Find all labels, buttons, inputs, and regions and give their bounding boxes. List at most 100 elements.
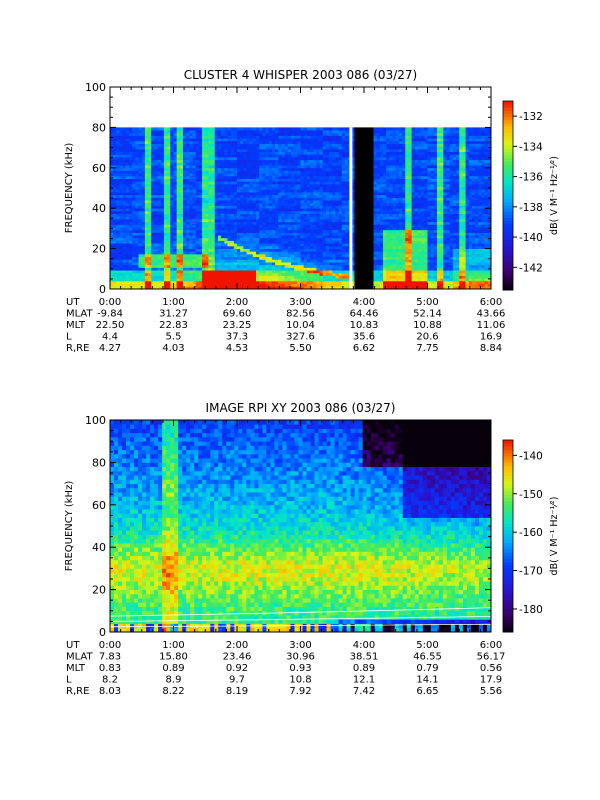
spectrogram-cell	[262, 189, 266, 193]
spectrogram-cell	[125, 162, 130, 166]
spectrogram-cell	[256, 251, 260, 255]
spectrogram-cell	[138, 237, 143, 241]
spectrogram-cell	[341, 283, 346, 287]
spectrogram-cell	[224, 251, 228, 255]
spectrogram-cell	[233, 227, 238, 231]
spectrogram-cell	[186, 135, 190, 139]
spectrogram-cell	[189, 170, 193, 174]
spectrogram-cell	[297, 200, 301, 204]
spectrogram-cell	[252, 157, 257, 161]
spectrogram-cell	[313, 197, 317, 201]
spectrogram-cell	[125, 192, 130, 196]
spectrogram-cell	[357, 286, 362, 290]
spectrogram-cell	[303, 170, 308, 174]
spectrogram-cell	[233, 270, 238, 274]
spectrogram-cell	[351, 235, 355, 239]
spectrogram-cell	[132, 227, 136, 231]
spectrogram-cell	[189, 245, 193, 249]
spectrogram-cell	[338, 208, 343, 212]
spectrogram-cell	[154, 140, 159, 144]
spectrogram-cell	[268, 143, 273, 147]
spectrogram-cell	[173, 165, 178, 169]
spectrogram-cell	[246, 165, 251, 169]
spectrogram-cell	[186, 245, 190, 249]
spectrogram-cell	[125, 186, 130, 190]
spectrogram-cell	[360, 192, 365, 196]
spectrogram-cell	[306, 280, 311, 285]
spectrogram-cell	[176, 245, 181, 249]
spectrogram-cell	[303, 140, 308, 144]
spectrogram-cell	[110, 154, 114, 158]
spectrogram-cell	[351, 240, 355, 244]
spectrogram-cell	[170, 138, 174, 142]
spectrogram-cell	[135, 248, 139, 252]
spectrogram-cell	[122, 218, 127, 223]
spectrogram-cell	[217, 224, 222, 228]
spectrogram-cell	[364, 135, 368, 139]
spectrogram-cell	[179, 240, 184, 244]
spectrogram-cell	[192, 259, 197, 263]
spectrogram-cell	[351, 251, 355, 255]
spectrogram-cell	[284, 200, 289, 204]
spectrogram-cell	[227, 178, 232, 182]
spectrogram-cell	[240, 183, 244, 188]
spectrogram-cell	[354, 286, 359, 290]
spectrogram-cell	[284, 262, 289, 266]
spectrogram-cell	[198, 218, 203, 223]
spectrogram-cell	[364, 259, 368, 263]
spectrogram-cell	[316, 280, 320, 285]
spectrogram-cell	[217, 148, 222, 153]
spectrogram-cell	[211, 151, 216, 155]
spectrogram-cell	[325, 208, 330, 212]
spectrogram-cell	[151, 210, 155, 214]
spectrogram-cell	[202, 194, 206, 198]
spectrogram-cell	[189, 283, 193, 287]
spectrogram-cell	[249, 146, 254, 150]
spectrogram-cell	[243, 157, 247, 161]
spectrogram-cell	[227, 208, 232, 212]
spectrogram-cell	[284, 148, 289, 153]
spectrogram-cell	[271, 210, 276, 214]
spectrogram-cell	[148, 159, 152, 163]
spectrogram-cell	[243, 170, 247, 174]
spectrogram-cell	[211, 270, 216, 274]
spectrogram-cell	[144, 278, 149, 282]
spectrogram-cell	[357, 192, 362, 196]
spectrogram-cell	[214, 264, 219, 268]
spectrogram-cell	[360, 130, 365, 134]
spectrogram-cell	[351, 275, 355, 279]
spectrogram-cell	[205, 154, 209, 158]
spectrogram-cell	[176, 140, 181, 144]
spectrogram-cell	[338, 202, 343, 206]
spectrogram-cell	[132, 251, 136, 255]
spectrogram-cell	[195, 213, 200, 217]
spectrogram-cell	[224, 175, 228, 179]
spectrogram-cell	[176, 127, 181, 131]
spectrogram-cell	[351, 189, 355, 193]
spectrogram-cell	[297, 162, 301, 166]
spectrogram-cell	[237, 270, 241, 274]
spectrogram-cell	[310, 132, 314, 136]
spectrogram-cell	[183, 181, 187, 185]
spectrogram-cell	[316, 138, 320, 142]
spectrogram-cell	[341, 235, 346, 239]
spectrogram-cell	[329, 148, 333, 153]
spectrogram-cell	[335, 235, 339, 239]
spectrogram-cell	[252, 229, 257, 233]
spectrogram-cell	[119, 216, 124, 220]
spectrogram-cell	[319, 216, 324, 220]
spectrogram-cell	[237, 283, 241, 287]
spectrogram-cell	[167, 256, 171, 260]
spectrogram-cell	[122, 173, 127, 177]
spectrogram-cell	[262, 148, 266, 153]
spectrogram-cell	[113, 286, 117, 290]
spectrogram-cell	[290, 256, 295, 260]
spectrogram-cell	[144, 186, 149, 190]
spectrogram-cell	[116, 197, 120, 201]
spectrogram-cell	[319, 189, 324, 193]
spectrogram-cell	[141, 262, 146, 266]
spectrogram-cell	[287, 235, 292, 239]
spectrogram-cell	[157, 280, 162, 285]
spectrogram-cell	[132, 243, 136, 247]
spectrogram-cell	[344, 248, 349, 252]
